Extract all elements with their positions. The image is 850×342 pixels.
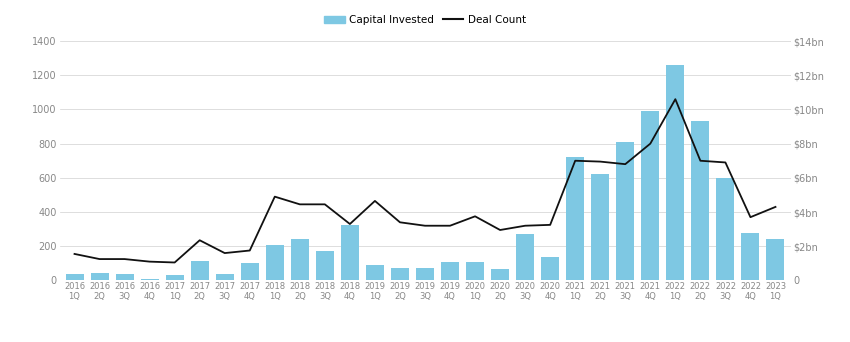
Bar <box>116 274 133 280</box>
Bar <box>592 174 609 280</box>
Bar <box>291 239 309 280</box>
Bar <box>741 233 759 280</box>
Bar <box>366 265 384 280</box>
Bar <box>666 65 684 280</box>
Bar <box>491 269 509 280</box>
Bar <box>216 274 234 280</box>
Bar <box>616 142 634 280</box>
Bar <box>65 274 83 280</box>
Bar <box>441 263 459 280</box>
Bar <box>166 275 184 280</box>
Bar <box>691 121 710 280</box>
Bar <box>717 178 734 280</box>
Bar <box>316 251 334 280</box>
Bar <box>266 246 284 280</box>
Bar <box>91 273 109 280</box>
Bar <box>241 263 258 280</box>
Bar <box>541 256 559 280</box>
Bar <box>566 157 584 280</box>
Bar <box>767 239 785 280</box>
Bar <box>190 261 209 280</box>
Bar <box>641 111 660 280</box>
Bar <box>416 267 434 280</box>
Bar <box>391 267 409 280</box>
Bar <box>516 234 534 280</box>
Bar <box>466 263 484 280</box>
Legend: Capital Invested, Deal Count: Capital Invested, Deal Count <box>325 15 525 25</box>
Bar <box>341 225 359 280</box>
Bar <box>140 279 159 280</box>
